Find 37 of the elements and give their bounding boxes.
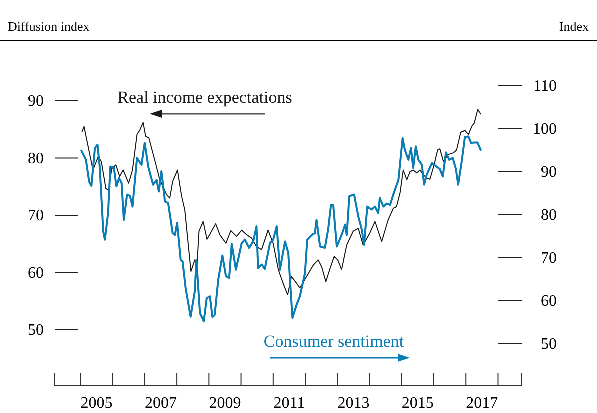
y2-tick-label: 90 [541,164,557,182]
x-tick-label: 2011 [274,395,306,412]
y-tick-label: 80 [28,150,44,168]
x-tick-label: 2015 [402,395,434,412]
axis-tick: 60 [498,293,557,310]
x-tick-label: 2009 [209,395,242,412]
axis-tick: 50 [28,322,78,340]
y2-tick-label: 100 [533,121,557,138]
y2-tick-label: 70 [541,250,557,268]
y-tick-label: 70 [28,208,44,225]
x-tick-label: 2007 [144,395,177,412]
axis-tick: 50 [498,336,557,353]
axis-tick: 90 [498,164,557,182]
line-series [82,109,482,296]
line-series [80,136,482,323]
y2-tick-label: 80 [541,207,557,224]
axis-tick: 80 [28,150,78,168]
y2-tick-label: 60 [541,293,557,310]
y2-axis-title: Index [559,19,590,34]
y-tick-label: 90 [28,93,44,110]
axis-tick: 110 [498,78,557,96]
axis-tick: 70 [498,250,557,268]
y-tick-label: 50 [28,322,44,340]
series-label: Consumer sentiment [264,332,404,351]
y2-tick-label: 50 [541,336,557,353]
axis-tick: 70 [28,208,78,225]
legend-label: Real income expectations [118,88,292,107]
axis-tick: 90 [28,93,78,110]
x-tick-label: 2017 [466,395,498,412]
y-axis-title: Diffusion index [8,19,90,34]
axis-tick: 60 [28,264,78,282]
axis-tick: 80 [498,207,557,224]
x-tick-label: 2005 [80,395,113,412]
y2-tick-label: 110 [534,78,557,96]
axis-tick: 100 [498,121,557,138]
x-tick-label: 2013 [338,395,370,412]
y-tick-label: 60 [28,264,44,282]
